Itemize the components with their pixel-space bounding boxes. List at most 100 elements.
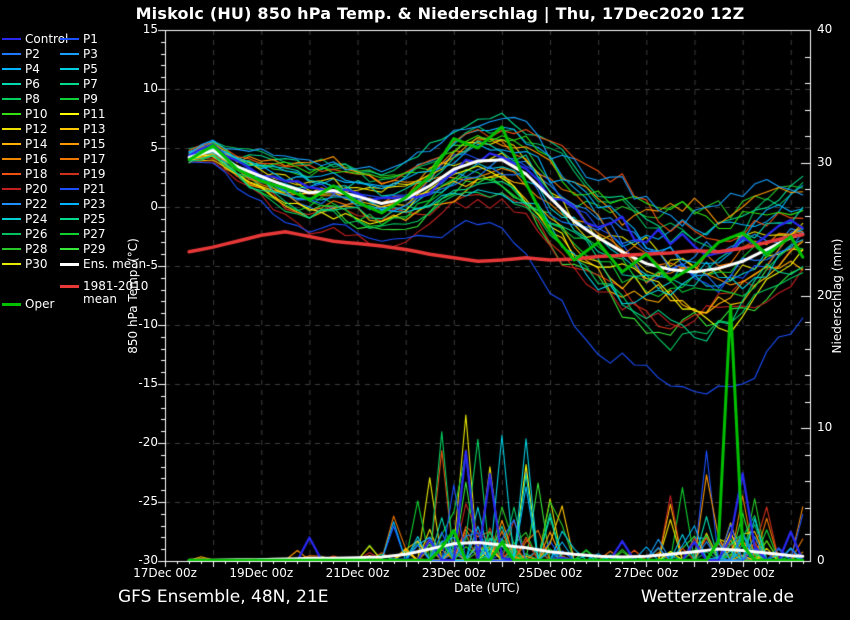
legend-item-p7: P7	[60, 77, 98, 91]
legend-color-swatch	[2, 53, 21, 55]
legend-item-p3: P3	[60, 47, 98, 61]
legend-label: P6	[25, 76, 40, 91]
legend-label: P26	[25, 226, 48, 241]
legend-color-swatch	[60, 188, 79, 190]
legend-color-swatch	[60, 53, 79, 55]
x-axis-tick-label: 27Dec 00z	[614, 566, 679, 580]
legend-color-swatch	[60, 113, 79, 115]
right-axis-tick-label: 10	[817, 420, 833, 435]
legend-label: P15	[83, 136, 106, 151]
footer-brand: Wetterzentrale.de	[640, 587, 794, 607]
legend-color-swatch	[60, 68, 79, 70]
legend-item-p20: P20	[2, 182, 48, 196]
legend-label: P8	[25, 91, 40, 106]
legend-item-p21: P21	[60, 182, 106, 196]
legend-label: P1	[83, 31, 98, 46]
legend-label: Control	[25, 31, 69, 46]
right-axis-tick-label: 30	[817, 154, 833, 169]
legend-color-swatch	[2, 263, 21, 265]
legend-label: P4	[25, 61, 40, 76]
legend-label: P22	[25, 196, 48, 211]
legend-label: P17	[83, 151, 106, 166]
legend-color-swatch	[60, 173, 79, 175]
legend-color-swatch	[2, 98, 21, 100]
legend-item-p8: P8	[2, 92, 40, 106]
legend-color-swatch	[60, 98, 79, 100]
legend-color-swatch	[2, 248, 21, 250]
legend-color-swatch	[2, 173, 21, 175]
legend-item-p16: P16	[2, 152, 48, 166]
legend-label: P9	[83, 91, 98, 106]
legend-color-swatch	[2, 233, 21, 235]
legend-item-p11: P11	[60, 107, 106, 121]
legend-label: P24	[25, 211, 48, 226]
legend-item-oper: Oper	[2, 297, 54, 311]
legend-color-swatch	[2, 128, 21, 130]
legend-label: P18	[25, 166, 48, 181]
legend-color-swatch	[2, 158, 21, 160]
legend-color-swatch	[60, 143, 79, 145]
legend-color-swatch	[2, 188, 21, 190]
legend-item-control: Control	[2, 32, 68, 46]
legend-item-p4: P4	[2, 62, 40, 76]
legend-item-p27: P27	[60, 227, 106, 241]
legend-item-p26: P26	[2, 227, 48, 241]
legend-color-swatch	[60, 285, 79, 288]
legend-color-swatch	[60, 248, 79, 250]
legend-label: P3	[83, 46, 98, 61]
legend-item-p29: P29	[60, 242, 106, 256]
legend-label: P25	[83, 211, 106, 226]
left-axis-tick-label: -30	[138, 553, 158, 567]
legend-label: P28	[25, 241, 48, 256]
left-axis-tick-label: 5	[150, 140, 158, 154]
x-axis-tick-label: 25Dec 00z	[518, 566, 582, 580]
left-axis-tick-label: -20	[138, 435, 158, 449]
legend-label: Oper	[25, 296, 55, 311]
legend-color-swatch	[60, 158, 79, 160]
legend-item-p12: P12	[2, 122, 48, 136]
legend-item-1981-2010-mean: 1981-2010 mean	[60, 280, 159, 306]
legend-label: P27	[83, 226, 106, 241]
left-axis-tick-label: -15	[138, 376, 158, 390]
legend-item-p24: P24	[2, 212, 48, 226]
legend-item-p28: P28	[2, 242, 48, 256]
legend-label: P16	[25, 151, 48, 166]
legend-label: P29	[83, 241, 106, 256]
legend-color-swatch	[60, 233, 79, 235]
page-title: Miskolc (HU) 850 hPa Temp. & Niederschla…	[135, 4, 745, 23]
legend-label: P20	[25, 181, 48, 196]
legend-color-swatch	[60, 83, 79, 85]
legend-item-p10: P10	[2, 107, 48, 121]
legend-color-swatch	[60, 38, 79, 40]
legend-label: P7	[83, 76, 98, 91]
legend-color-swatch	[2, 38, 21, 40]
legend-color-swatch	[60, 203, 79, 205]
x-axis-tick-label: 29Dec 00z	[710, 566, 775, 580]
legend-label: P19	[83, 166, 106, 181]
legend-label: P23	[83, 196, 106, 211]
legend-item-p30: P30	[2, 257, 48, 271]
left-axis-tick-label: 10	[142, 81, 158, 95]
x-axis-title: Date (UTC)	[454, 581, 520, 595]
left-axis-tick-label: -25	[138, 494, 158, 508]
legend-item-p5: P5	[60, 62, 98, 76]
legend-label: P5	[83, 61, 98, 76]
left-axis-tick-label: -10	[138, 317, 158, 331]
legend-item-p14: P14	[2, 137, 48, 151]
legend-item-p23: P23	[60, 197, 106, 211]
legend-color-swatch	[2, 143, 21, 145]
legend-color-swatch	[2, 203, 21, 205]
legend-color-swatch	[60, 128, 79, 130]
legend-item-p2: P2	[2, 47, 40, 61]
legend-item-ens-mean: Ens. mean	[60, 257, 146, 271]
x-axis-tick-label: 19Dec 00z	[229, 566, 294, 580]
legend-label: P30	[25, 256, 48, 271]
legend-label: Ens. mean	[83, 256, 147, 271]
legend-item-p18: P18	[2, 167, 48, 181]
legend-item-p1: P1	[60, 32, 98, 46]
footer-model-info: GFS Ensemble, 48N, 21E	[118, 587, 329, 607]
legend-color-swatch	[2, 302, 21, 306]
legend-item-p13: P13	[60, 122, 106, 136]
